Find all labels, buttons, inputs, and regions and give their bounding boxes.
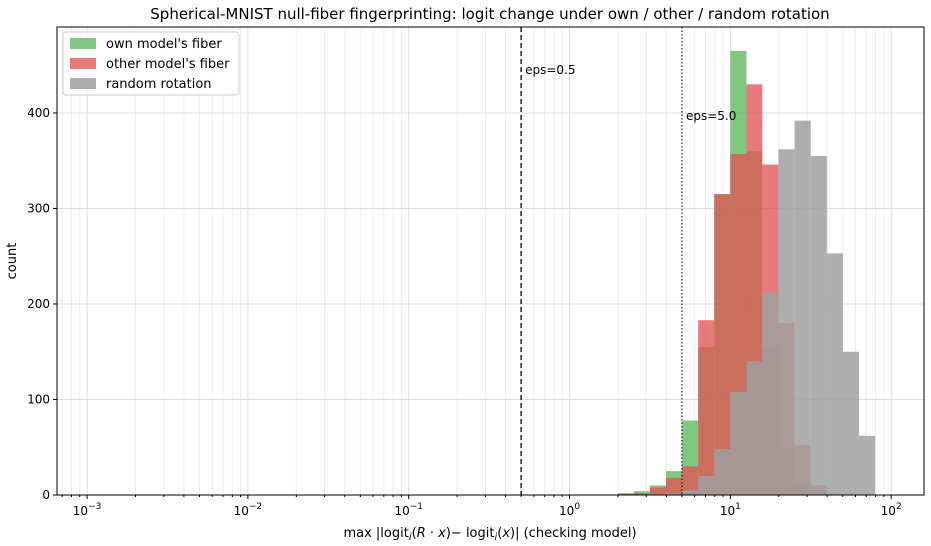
histogram-bars bbox=[617, 50, 876, 496]
histogram-bar-series-1 bbox=[649, 487, 667, 495]
histogram-bar-series-1 bbox=[698, 320, 715, 495]
y-axis-label: count bbox=[5, 243, 20, 280]
histogram-bar-series-2 bbox=[698, 475, 715, 495]
histogram-bar-series-2 bbox=[826, 253, 843, 495]
legend-label: random rotation bbox=[106, 77, 212, 92]
histogram-bar-series-2 bbox=[794, 120, 811, 495]
y-tick-label: 200 bbox=[27, 297, 50, 311]
legend-swatch bbox=[70, 78, 96, 89]
legend-swatch bbox=[70, 58, 96, 69]
histogram-bar-series-2 bbox=[682, 490, 699, 495]
histogram-bar-series-2 bbox=[810, 155, 827, 495]
threshold-lines: eps=0.5 eps=5.0 bbox=[520, 27, 736, 495]
y-tick-label: 0 bbox=[42, 488, 50, 502]
plot-frame bbox=[56, 26, 925, 496]
legend-label: other model's fiber bbox=[106, 57, 230, 72]
threshold-label: eps=5.0 bbox=[686, 109, 736, 123]
x-tick-label: 102 bbox=[881, 502, 902, 518]
x-tick-label: 100 bbox=[559, 502, 580, 518]
y-axis-ticks: 0 100 200 300 400 bbox=[27, 106, 57, 502]
histogram-bar-series-1 bbox=[682, 466, 699, 495]
chart-title: Spherical-MNIST null-fiber fingerprintin… bbox=[150, 5, 829, 23]
x-tick-label: 10−1 bbox=[394, 502, 423, 518]
x-tick-label: 10−3 bbox=[73, 502, 102, 518]
histogram-bar-series-2 bbox=[730, 391, 747, 495]
x-axis-ticks: 10−3 10−2 10−1 100 101 102 bbox=[61, 495, 902, 518]
legend: own model's fiber other model's fiber rand… bbox=[62, 31, 240, 96]
y-tick-label: 100 bbox=[27, 392, 50, 406]
histogram-bar-series-2 bbox=[666, 493, 683, 495]
histogram-bar-series-2 bbox=[842, 351, 860, 495]
histogram-bar-series-2 bbox=[859, 435, 876, 495]
histogram-bar-series-2 bbox=[762, 292, 779, 495]
y-tick-label: 400 bbox=[27, 106, 50, 120]
legend-box bbox=[62, 31, 240, 96]
threshold-label: eps=0.5 bbox=[525, 63, 575, 77]
histogram-bar-series-1 bbox=[714, 194, 731, 495]
histogram-bar-series-2 bbox=[714, 449, 731, 495]
histogram-bar-series-1 bbox=[633, 493, 650, 495]
y-tick-label: 300 bbox=[27, 201, 50, 215]
legend-swatch bbox=[70, 38, 96, 49]
x-tick-label: 10−2 bbox=[234, 502, 263, 518]
x-axis-label: max |logiti(R · x)− logiti(x)| (checking… bbox=[343, 526, 636, 543]
histogram-bar-series-2 bbox=[778, 149, 795, 496]
histogram-bar-series-1 bbox=[666, 477, 683, 495]
histogram-bar-series-2 bbox=[746, 361, 763, 495]
x-tick-label: 101 bbox=[720, 502, 741, 518]
legend-label: own model's fiber bbox=[106, 37, 222, 52]
